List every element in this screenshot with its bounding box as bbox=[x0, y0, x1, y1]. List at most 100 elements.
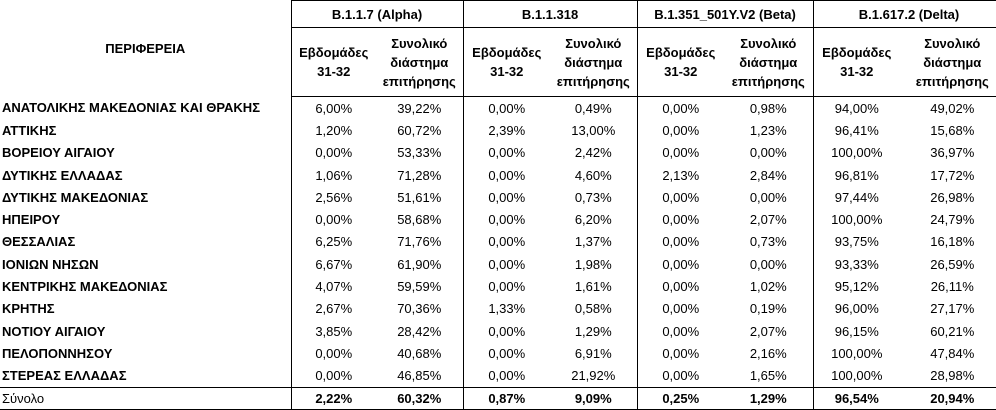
table-row: ΔΥΤΙΚΗΣ ΜΑΚΕΔΟΝΙΑΣ 2,56% 51,61% 0,00% 0,73% 0… bbox=[0, 186, 996, 209]
total-period-header: Συνολικό διάστημα επιτήρησης bbox=[550, 27, 638, 97]
total-period-value-cell: 0,49% bbox=[574, 100, 612, 116]
weeks-value-cell: 0,00% bbox=[290, 208, 376, 231]
weeks-value-cell: 96,41% bbox=[812, 119, 901, 142]
weeks-value-cell: 95,12% bbox=[812, 275, 901, 298]
table-row: ΗΠΕΙΡΟΥ 0,00% 58,68% 0,00% 6,20% 0,00% 2,07% 10… bbox=[0, 208, 996, 231]
total-period-value-cell: 26,59% bbox=[900, 253, 996, 276]
weeks-value-cell: 93,33% bbox=[812, 253, 901, 276]
region-name: ΑΤΤΙΚΗΣ bbox=[2, 122, 57, 138]
weeks-value-cell: 100,00% bbox=[812, 141, 901, 164]
weeks-value-cell: 0,00% bbox=[636, 297, 725, 320]
total-period-value-cell: 49,02% bbox=[900, 96, 996, 120]
weeks-value-cell: 100,00% bbox=[812, 364, 901, 388]
total-period-value-cell: 15,68% bbox=[900, 119, 996, 142]
weeks-value-cell: 0,00% bbox=[636, 96, 725, 120]
weeks-value-cell: 93,75% bbox=[812, 230, 901, 254]
weeks-value-cell: 0,00% bbox=[462, 342, 551, 365]
region-name: ΔΥΤΙΚΗΣ ΕΛΛΑΔΑΣ bbox=[2, 167, 123, 183]
total-period-value-cell: 46,85% bbox=[397, 368, 442, 384]
region-name: ΣΤΕΡΕΑΣ ΕΛΛΑΔΑΣ bbox=[2, 368, 127, 384]
total-period-value-cell: 28,42% bbox=[397, 323, 442, 339]
total-period-value-cell: 70,36% bbox=[397, 301, 442, 317]
total-period-value-cell: 26,11% bbox=[900, 275, 996, 298]
weeks-value-cell: 0,00% bbox=[636, 230, 725, 254]
weeks-value-cell: 0,00% bbox=[636, 208, 725, 231]
region-name: Σύνολο bbox=[0, 386, 291, 410]
weeks-value-cell: 0,00% bbox=[462, 364, 551, 388]
region-name: ΠΕΛΟΠΟΝΝΗΣΟΥ bbox=[2, 345, 113, 361]
total-period-value-cell: 2,16% bbox=[749, 345, 787, 361]
total-period-value-cell: 0,00% bbox=[749, 256, 787, 272]
weeks-value-cell: 2,39% bbox=[462, 119, 551, 142]
weeks-value-cell: 100,00% bbox=[812, 208, 901, 231]
total-period-value-cell: 16,18% bbox=[900, 230, 996, 254]
table-row: ΙΟΝΙΩΝ ΝΗΣΩΝ 6,67% 61,90% 0,00% 1,98% 0,00% 0,… bbox=[0, 253, 996, 276]
total-period-value-cell: 61,90% bbox=[397, 256, 442, 272]
weeks-header: Εβδομάδες 31-32 bbox=[462, 27, 551, 97]
total-period-value-cell: 36,97% bbox=[900, 141, 996, 164]
weeks-value-cell: 0,00% bbox=[462, 208, 551, 231]
total-row: Σύνολο 2,22% 60,32% 0,87% 9,09% 0,25% 1,29% 96,… bbox=[0, 386, 996, 410]
total-period-value-cell: 1,29% bbox=[574, 323, 612, 339]
total-period-value-cell: 60,21% bbox=[900, 319, 996, 343]
region-name: ΘΕΣΣΑΛΙΑΣ bbox=[2, 234, 76, 250]
total-period-value-cell: 58,68% bbox=[397, 212, 442, 228]
weeks-value-cell: 0,00% bbox=[462, 141, 551, 164]
total-period-value-cell: 1,23% bbox=[749, 122, 787, 138]
weeks-value-cell: 3,85% bbox=[290, 319, 376, 343]
weeks-value-cell: 0,00% bbox=[636, 253, 725, 276]
total-period-value-cell: 59,59% bbox=[397, 279, 442, 295]
weeks-value-cell: 0,00% bbox=[636, 275, 725, 298]
weeks-value-cell: 2,56% bbox=[290, 186, 376, 209]
group-header-beta: B.1.351_501Y.V2 (Beta) bbox=[636, 0, 814, 28]
total-period-value-cell: 28,98% bbox=[900, 364, 996, 388]
total-period-header: Συνολικό διάστημα επιτήρησης bbox=[724, 27, 814, 97]
total-period-value-cell: 4,60% bbox=[574, 167, 612, 183]
weeks-value-cell: 0,00% bbox=[462, 96, 551, 120]
total-period-value-cell: 0,00% bbox=[749, 145, 787, 161]
weeks-value-cell: 96,15% bbox=[812, 319, 901, 343]
total-period-value-cell: 53,33% bbox=[397, 145, 442, 161]
weeks-header: Εβδομάδες 31-32 bbox=[812, 27, 901, 97]
total-period-value-cell: 26,98% bbox=[900, 186, 996, 209]
total-period-value-cell: 0,58% bbox=[574, 301, 612, 317]
weeks-value-cell: 0,00% bbox=[462, 186, 551, 209]
total-period-value-cell: 6,91% bbox=[574, 345, 612, 361]
weeks-value-cell: 2,22% bbox=[290, 386, 376, 410]
group-header-delta: B.1.617.2 (Delta) bbox=[812, 0, 996, 28]
table-body: ΑΝΑΤΟΛΙΚΗΣ ΜΑΚΕΔΟΝΙΑΣ ΚΑΙ ΘΡΑΚΗΣ 6,00% 39,… bbox=[0, 96, 996, 410]
table-row: ΑΤΤΙΚΗΣ 1,20% 60,72% 2,39% 13,00% 0,00% 1,23% 9… bbox=[0, 119, 996, 142]
total-period-value-cell: 21,92% bbox=[571, 368, 616, 384]
weeks-value-cell: 1,20% bbox=[290, 119, 376, 142]
region-name: ΙΟΝΙΩΝ ΝΗΣΩΝ bbox=[2, 256, 99, 272]
total-period-value-cell: 20,94% bbox=[900, 386, 996, 410]
table-row: ΘΕΣΣΑΛΙΑΣ 6,25% 71,76% 0,00% 1,37% 0,00% 0,73%… bbox=[0, 230, 996, 254]
weeks-value-cell: 100,00% bbox=[812, 342, 901, 365]
region-name: ΝΟΤΙΟΥ ΑΙΓΑΙΟΥ bbox=[2, 323, 106, 339]
total-period-value-cell: 27,17% bbox=[900, 297, 996, 320]
weeks-value-cell: 0,00% bbox=[636, 364, 725, 388]
table-row: ΚΡΗΤΗΣ 2,67% 70,36% 1,33% 0,58% 0,00% 0,19% 96,… bbox=[0, 297, 996, 320]
total-period-value-cell: 17,72% bbox=[900, 163, 996, 187]
weeks-value-cell: 96,54% bbox=[812, 386, 901, 410]
total-period-value-cell: 60,72% bbox=[397, 122, 442, 138]
total-period-value-cell: 0,98% bbox=[749, 100, 787, 116]
total-period-value-cell: 2,42% bbox=[574, 145, 612, 161]
total-period-header: Συνολικό διάστημα επιτήρησης bbox=[376, 27, 464, 97]
weeks-value-cell: 0,00% bbox=[290, 364, 376, 388]
weeks-header: Εβδομάδες 31-32 bbox=[636, 27, 725, 97]
table-row: ΚΕΝΤΡΙΚΗΣ ΜΑΚΕΔΟΝΙΑΣ 4,07% 59,59% 0,00% 1,61… bbox=[0, 275, 996, 298]
region-name: ΚΕΝΤΡΙΚΗΣ ΜΑΚΕΔΟΝΙΑΣ bbox=[2, 279, 168, 295]
total-period-value-cell: 47,84% bbox=[900, 342, 996, 365]
total-period-value-cell: 40,68% bbox=[397, 345, 442, 361]
weeks-value-cell: 0,87% bbox=[462, 386, 551, 410]
region-name: ΑΝΑΤΟΛΙΚΗΣ ΜΑΚΕΔΟΝΙΑΣ ΚΑΙ ΘΡΑΚΗΣ bbox=[2, 100, 260, 116]
total-period-value-cell: 0,73% bbox=[749, 234, 787, 250]
weeks-value-cell: 6,67% bbox=[290, 253, 376, 276]
weeks-value-cell: 0,25% bbox=[636, 386, 725, 410]
weeks-header: Εβδομάδες 31-32 bbox=[290, 27, 376, 97]
group-header-alpha: B.1.1.7 (Alpha) bbox=[290, 0, 464, 28]
weeks-value-cell: 6,00% bbox=[290, 96, 376, 120]
weeks-value-cell: 1,33% bbox=[462, 297, 551, 320]
weeks-value-cell: 0,00% bbox=[462, 275, 551, 298]
